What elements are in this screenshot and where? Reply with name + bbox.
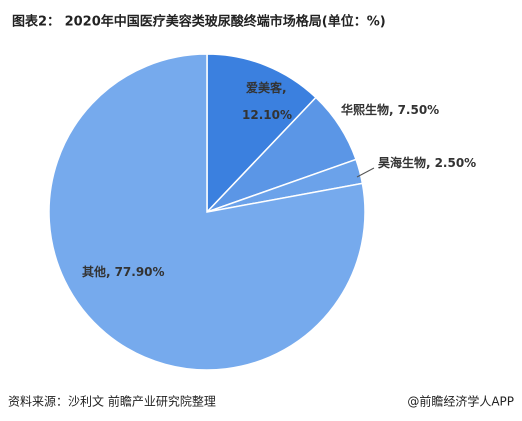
pie-slice [206, 53, 317, 214]
label-value: 77.90% [115, 265, 165, 279]
label-value: 7.50% [398, 103, 440, 117]
label-value: 12.10% [242, 108, 292, 122]
label-separator: , [282, 81, 287, 95]
data-label: 昊海生物, 2.50% [378, 155, 476, 170]
label-separator: , [389, 103, 394, 117]
label-name: 爱美客 [246, 80, 283, 95]
credit: @前瞻经济学人APP [407, 394, 514, 409]
label-separator: , [426, 156, 431, 170]
label-name: 其他 [82, 264, 106, 279]
pie [48, 53, 366, 371]
label-separator: , [106, 265, 111, 279]
data-label: 其他, 77.90% [82, 264, 165, 279]
leader-line [356, 167, 375, 178]
label-name: 华熙生物 [341, 102, 389, 117]
data-label: 爱美客, 12.10% [242, 80, 292, 122]
data-label: 华熙生物, 7.50% [341, 102, 439, 117]
label-value: 2.50% [435, 156, 477, 170]
pie-slice [48, 53, 366, 371]
label-name: 昊海生物 [378, 155, 426, 170]
chart-title: 图表2： 2020年中国医疗美容类玻尿酸终端市场格局(单位：%) [12, 14, 386, 30]
source: 资料来源：沙利文 前瞻产业研究院整理 [8, 394, 216, 409]
